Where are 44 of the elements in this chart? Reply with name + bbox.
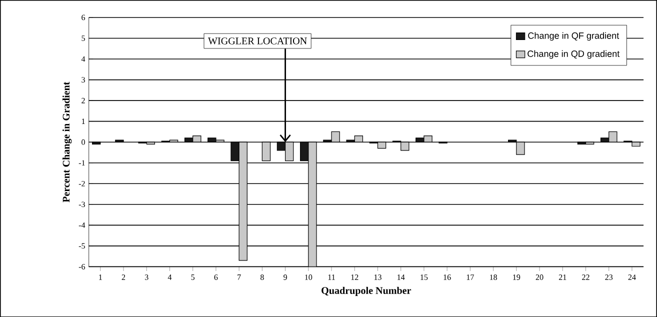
x-tick-label: 7 [238,274,241,280]
x-tick-label: 4 [168,274,172,280]
x-tick-label: 3 [144,274,148,280]
y-tick-label: 6 [82,14,86,20]
x-tick-label: 19 [513,274,520,280]
x-axis-title: Quadrupole Number [322,286,412,296]
x-tick-label: 14 [398,274,405,280]
legend-label: Change in QF gradient [528,32,620,40]
x-tick-label: 22 [582,274,590,280]
y-tick-label: -6 [78,264,86,270]
x-tick-label: 17 [466,274,474,280]
x-tick-label: 1 [99,274,102,280]
bar [262,142,271,161]
x-tick-label: 20 [536,274,544,280]
annotation: WIGGLER LOCATION [208,37,307,44]
y-tick-label: 0 [82,139,85,145]
y-tick-label: 4 [81,56,86,62]
y-tick-label: -2 [78,180,85,186]
x-tick-label: 10 [305,274,312,280]
x-tick-label: 13 [374,274,382,280]
legend-label: Change in QD gradient [528,50,620,59]
x-tick-label: 24 [628,274,636,280]
y-tick-label: 3 [82,76,85,82]
x-tick-label: 8 [260,274,264,280]
x-tick-label: 23 [605,274,613,280]
y-axis-title: Percent Change in Gradient [62,82,72,202]
x-tick-label: 16 [444,274,451,280]
x-tick-label: 5 [191,274,195,280]
y-tick-label: -4 [78,222,86,228]
x-tick-label: 15 [420,274,428,280]
y-tick-label: -5 [78,243,85,248]
y-tick-label: -3 [78,202,85,207]
x-tick-label: 18 [490,274,498,280]
y-tick-label: 2 [82,98,85,104]
x-tick-label: 6 [214,274,218,280]
x-tick-label: 2 [122,274,126,280]
y-tick-label: 1 [82,118,85,124]
x-tick-label: 21 [558,274,566,280]
x-tick-label: 9 [284,274,287,280]
bar [115,140,124,142]
x-tick-label: 12 [351,274,358,280]
y-tick-label: -1 [78,160,85,166]
y-tick-label: 5 [82,35,85,41]
x-tick-label: 11 [328,274,335,280]
